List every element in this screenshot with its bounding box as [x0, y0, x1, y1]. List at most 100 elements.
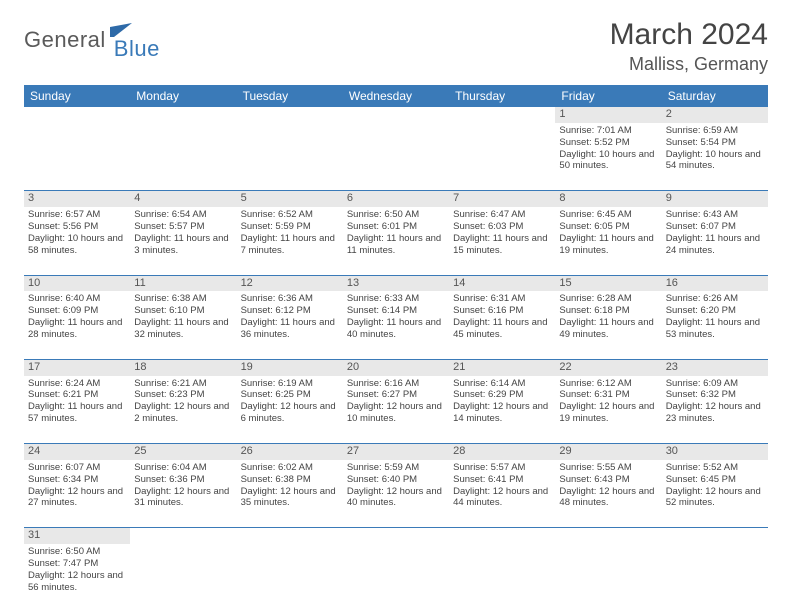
day-header: Monday — [130, 85, 236, 107]
calendar-body: 12 Sunrise: 7:01 AMSunset: 5:52 PMDayligh… — [24, 107, 768, 612]
sunrise-line: Sunrise: 6:16 AM — [347, 378, 445, 390]
sunset-line: Sunset: 6:20 PM — [666, 305, 764, 317]
day-detail-cell: Sunrise: 6:52 AMSunset: 5:59 PMDaylight:… — [237, 207, 343, 275]
day-number-cell — [662, 528, 768, 544]
day-header: Friday — [555, 85, 661, 107]
day-detail-cell: Sunrise: 6:02 AMSunset: 6:38 PMDaylight:… — [237, 460, 343, 528]
day-detail-cell — [449, 123, 555, 191]
sunset-line: Sunset: 6:21 PM — [28, 389, 126, 401]
day-detail-cell — [237, 123, 343, 191]
day-number-cell: 26 — [237, 444, 343, 460]
sunrise-line: Sunrise: 7:01 AM — [559, 125, 657, 137]
daylight-line: Daylight: 12 hours and 19 minutes. — [559, 401, 657, 425]
sunset-line: Sunset: 6:40 PM — [347, 474, 445, 486]
sunset-line: Sunset: 6:29 PM — [453, 389, 551, 401]
daylight-line: Daylight: 12 hours and 48 minutes. — [559, 486, 657, 510]
day-number: 12 — [241, 277, 253, 289]
day-number-cell: 24 — [24, 444, 130, 460]
sunset-line: Sunset: 6:45 PM — [666, 474, 764, 486]
location-label: Malliss, Germany — [610, 54, 768, 75]
day-number-cell: 28 — [449, 444, 555, 460]
day-detail-cell: Sunrise: 5:57 AMSunset: 6:41 PMDaylight:… — [449, 460, 555, 528]
sunset-line: Sunset: 6:14 PM — [347, 305, 445, 317]
title-block: March 2024 Malliss, Germany — [610, 18, 768, 75]
day-detail-cell — [555, 544, 661, 612]
daylight-line: Daylight: 11 hours and 3 minutes. — [134, 233, 232, 257]
day-number-cell: 10 — [24, 275, 130, 291]
day-number-cell: 16 — [662, 275, 768, 291]
sunset-line: Sunset: 6:25 PM — [241, 389, 339, 401]
day-number-cell — [449, 107, 555, 123]
daylight-line: Daylight: 11 hours and 28 minutes. — [28, 317, 126, 341]
sunrise-line: Sunrise: 6:12 AM — [559, 378, 657, 390]
calendar-table: Sunday Monday Tuesday Wednesday Thursday… — [24, 85, 768, 612]
logo-text-blue: Blue — [114, 36, 160, 62]
day-number: 26 — [241, 445, 253, 457]
day-detail-cell — [24, 123, 130, 191]
day-number-cell: 21 — [449, 359, 555, 375]
sunrise-line: Sunrise: 6:02 AM — [241, 462, 339, 474]
day-detail-row: Sunrise: 6:07 AMSunset: 6:34 PMDaylight:… — [24, 460, 768, 528]
daylight-line: Daylight: 11 hours and 24 minutes. — [666, 233, 764, 257]
sunrise-line: Sunrise: 5:57 AM — [453, 462, 551, 474]
day-number: 17 — [28, 361, 40, 373]
day-detail-cell: Sunrise: 6:45 AMSunset: 6:05 PMDaylight:… — [555, 207, 661, 275]
sunrise-line: Sunrise: 6:33 AM — [347, 293, 445, 305]
sunset-line: Sunset: 5:54 PM — [666, 137, 764, 149]
daylight-line: Daylight: 11 hours and 57 minutes. — [28, 401, 126, 425]
day-number-cell: 12 — [237, 275, 343, 291]
daylight-line: Daylight: 11 hours and 36 minutes. — [241, 317, 339, 341]
sunset-line: Sunset: 6:34 PM — [28, 474, 126, 486]
day-number: 21 — [453, 361, 465, 373]
day-number: 15 — [559, 277, 571, 289]
day-detail-cell: Sunrise: 6:43 AMSunset: 6:07 PMDaylight:… — [662, 207, 768, 275]
day-detail-cell: Sunrise: 6:04 AMSunset: 6:36 PMDaylight:… — [130, 460, 236, 528]
day-number-cell: 22 — [555, 359, 661, 375]
daylight-line: Daylight: 11 hours and 49 minutes. — [559, 317, 657, 341]
page-title: March 2024 — [610, 18, 768, 52]
day-detail-cell: Sunrise: 6:40 AMSunset: 6:09 PMDaylight:… — [24, 291, 130, 359]
day-detail-cell: Sunrise: 6:31 AMSunset: 6:16 PMDaylight:… — [449, 291, 555, 359]
sunset-line: Sunset: 6:12 PM — [241, 305, 339, 317]
day-number: 20 — [347, 361, 359, 373]
daylight-line: Daylight: 11 hours and 19 minutes. — [559, 233, 657, 257]
day-number-cell — [237, 107, 343, 123]
sunset-line: Sunset: 7:47 PM — [28, 558, 126, 570]
daylight-line: Daylight: 12 hours and 44 minutes. — [453, 486, 551, 510]
day-number-cell — [555, 528, 661, 544]
day-number: 5 — [241, 192, 247, 204]
day-detail-cell: Sunrise: 5:52 AMSunset: 6:45 PMDaylight:… — [662, 460, 768, 528]
day-number: 25 — [134, 445, 146, 457]
sunrise-line: Sunrise: 6:45 AM — [559, 209, 657, 221]
sunrise-line: Sunrise: 5:55 AM — [559, 462, 657, 474]
daylight-line: Daylight: 11 hours and 32 minutes. — [134, 317, 232, 341]
day-detail-cell — [662, 544, 768, 612]
day-number-cell: 11 — [130, 275, 236, 291]
sunset-line: Sunset: 6:36 PM — [134, 474, 232, 486]
sunset-line: Sunset: 5:56 PM — [28, 221, 126, 233]
sunrise-line: Sunrise: 6:31 AM — [453, 293, 551, 305]
sunset-line: Sunset: 6:23 PM — [134, 389, 232, 401]
day-detail-cell: Sunrise: 6:14 AMSunset: 6:29 PMDaylight:… — [449, 376, 555, 444]
daylight-line: Daylight: 12 hours and 52 minutes. — [666, 486, 764, 510]
day-number: 29 — [559, 445, 571, 457]
logo-text-general: General — [24, 27, 106, 53]
day-number-cell: 17 — [24, 359, 130, 375]
daylight-line: Daylight: 10 hours and 50 minutes. — [559, 149, 657, 173]
day-detail-cell: Sunrise: 6:12 AMSunset: 6:31 PMDaylight:… — [555, 376, 661, 444]
day-number: 16 — [666, 277, 678, 289]
day-detail-row: Sunrise: 7:01 AMSunset: 5:52 PMDaylight:… — [24, 123, 768, 191]
sunset-line: Sunset: 6:43 PM — [559, 474, 657, 486]
day-number-cell: 27 — [343, 444, 449, 460]
sunrise-line: Sunrise: 6:36 AM — [241, 293, 339, 305]
daylight-line: Daylight: 11 hours and 53 minutes. — [666, 317, 764, 341]
day-number-cell: 13 — [343, 275, 449, 291]
day-detail-cell: Sunrise: 6:09 AMSunset: 6:32 PMDaylight:… — [662, 376, 768, 444]
day-number: 13 — [347, 277, 359, 289]
day-number-cell: 30 — [662, 444, 768, 460]
day-number-cell: 25 — [130, 444, 236, 460]
sunset-line: Sunset: 6:07 PM — [666, 221, 764, 233]
sunrise-line: Sunrise: 6:57 AM — [28, 209, 126, 221]
day-number-row: 24 25 26 2728 29 30 — [24, 444, 768, 460]
header-bar: General Blue March 2024 Malliss, Germany — [24, 18, 768, 75]
